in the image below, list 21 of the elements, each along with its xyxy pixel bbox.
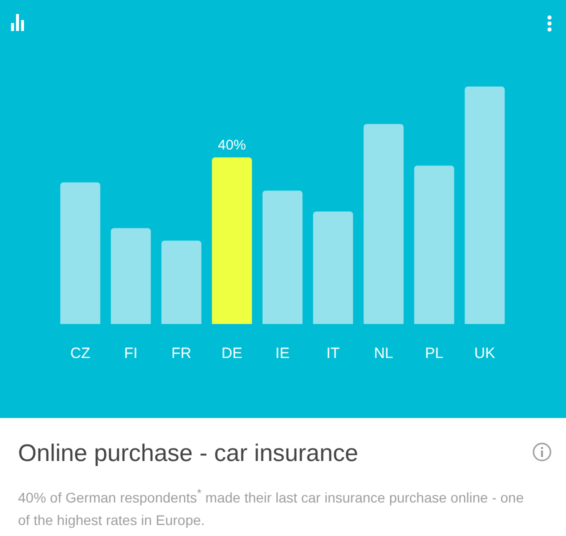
bar [364, 124, 404, 324]
bar [161, 240, 202, 324]
bar [212, 157, 252, 324]
bar [464, 86, 505, 324]
x-tick-label: FR [171, 345, 192, 362]
bar [262, 190, 302, 324]
bar [414, 166, 454, 324]
x-tick-label: NL [374, 345, 394, 362]
bar [313, 212, 354, 324]
text: 40% of German respondents$^{*}$ made their last car insurance purchase online - one of the highest rates in Europe. [18, 486, 525, 530]
x-tick-label: PL [424, 345, 444, 362]
text: Online purchase - car insurance [18, 440, 358, 468]
x-tick-label: FI [124, 345, 138, 362]
bar [60, 182, 100, 324]
bar [110, 228, 151, 324]
x-tick-label: IT [326, 345, 340, 362]
x-tick-label: DE [222, 345, 242, 362]
x-tick-label: UK [474, 345, 496, 362]
x-tick-label: CZ [70, 345, 90, 362]
x-tick-label: IE [275, 345, 290, 362]
data-label: 40% [218, 136, 246, 152]
